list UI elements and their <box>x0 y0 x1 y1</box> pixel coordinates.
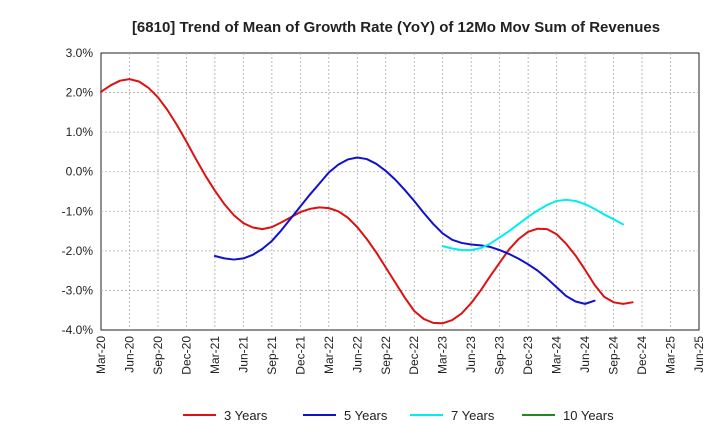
series-line-3-years <box>100 78 634 325</box>
series-layer <box>100 78 634 325</box>
x-tick-label: Jun-23 <box>464 336 478 373</box>
y-tick-label: 2.0% <box>66 86 94 100</box>
x-tick-label: Mar-23 <box>436 336 450 374</box>
x-tick-label: Sep-20 <box>151 336 165 375</box>
x-tick-label: Dec-23 <box>521 336 535 375</box>
x-tick-label: Dec-21 <box>293 336 307 375</box>
x-tick-label: Mar-22 <box>322 336 336 374</box>
x-tick-label: Sep-21 <box>265 336 279 375</box>
x-tick-label: Mar-24 <box>550 336 564 374</box>
y-tick-label: 1.0% <box>66 125 94 139</box>
x-tick-label: Mar-20 <box>94 336 108 374</box>
x-tick-label: Jun-22 <box>350 336 364 373</box>
x-tick-label: Jun-25 <box>692 336 706 373</box>
x-tick-label: Sep-23 <box>493 336 507 375</box>
x-axis-ticks: Mar-20 Jun-20 Sep-20 Dec-20 Mar-21 Jun-21 Sep-… <box>94 336 706 375</box>
x-tick-label: Dec-24 <box>635 336 649 375</box>
y-tick-label: -2.0% <box>62 244 94 258</box>
series-line-7-years <box>441 198 625 252</box>
legend-label: 5 Years <box>344 408 388 423</box>
x-tick-label: Sep-24 <box>607 336 621 375</box>
y-tick-label: -1.0% <box>62 204 94 218</box>
legend-label: 7 Years <box>451 408 495 423</box>
x-tick-label: Dec-22 <box>407 336 421 375</box>
x-tick-label: Dec-20 <box>179 336 193 375</box>
y-tick-label: 0.0% <box>66 165 94 179</box>
legend: 3 Years 5 Years 7 Years 10 Years <box>183 408 614 423</box>
y-tick-label: -3.0% <box>62 283 94 297</box>
chart-title: [6810] Trend of Mean of Growth Rate (YoY… <box>132 19 660 36</box>
x-tick-label: Jun-21 <box>236 336 250 373</box>
plot-area <box>100 52 700 331</box>
y-tick-label: -4.0% <box>62 323 94 337</box>
x-tick-label: Jun-24 <box>578 336 592 373</box>
x-tick-label: Sep-22 <box>379 336 393 375</box>
x-tick-label: Jun-20 <box>122 336 136 373</box>
legend-label: 10 Years <box>563 408 614 423</box>
x-tick-label: Mar-25 <box>664 336 678 374</box>
series-line-5-years <box>213 156 596 305</box>
x-tick-label: Mar-21 <box>208 336 222 374</box>
y-tick-label: 3.0% <box>66 46 94 60</box>
y-axis-ticks: 3.0% 2.0% 1.0% 0.0% -1.0% -2.0% -3.0% -4.0% <box>62 46 94 337</box>
legend-label: 3 Years <box>224 408 268 423</box>
